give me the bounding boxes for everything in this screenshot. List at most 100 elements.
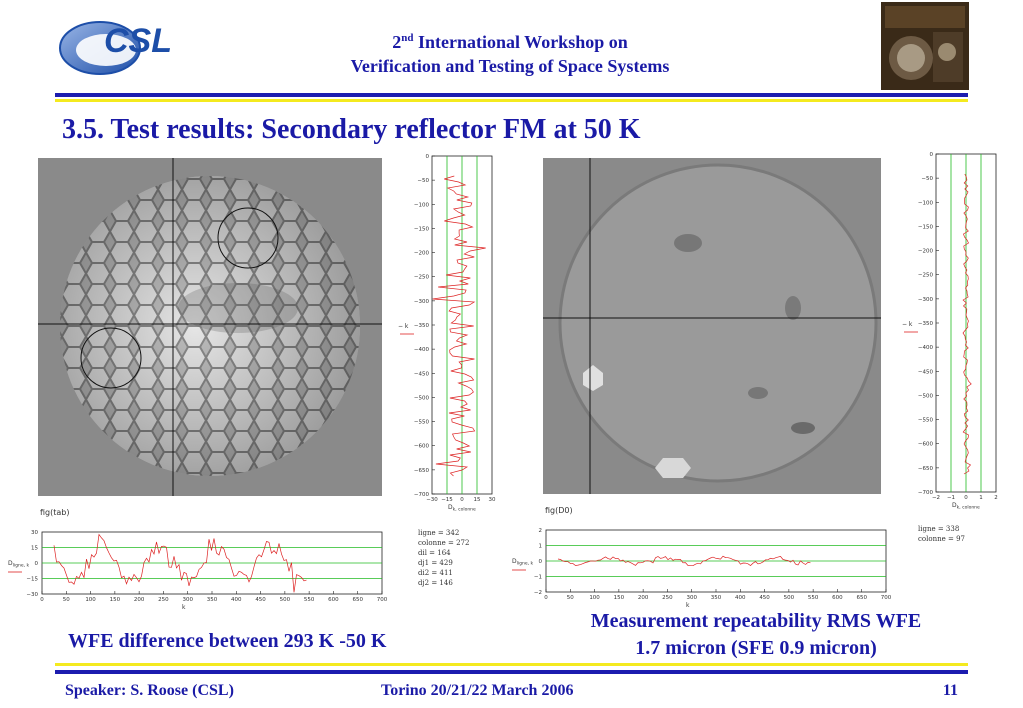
y-tick-label: −2 <box>534 590 542 596</box>
y-tick-label: −100 <box>918 200 934 206</box>
footer-rule-blue <box>55 670 968 674</box>
x-tick-label: 650 <box>352 597 363 603</box>
header-line1: International Workshop on <box>413 32 628 52</box>
y-tick-label: −400 <box>414 347 430 353</box>
x-tick-label: 500 <box>784 595 795 601</box>
y-tick-label: −600 <box>918 442 934 448</box>
y-tick-label: 15 <box>31 546 38 552</box>
header-line2: Verification and Testing of Space System… <box>350 56 670 76</box>
x-tick-label: 550 <box>304 597 315 603</box>
left-stat-row: dj2 = 146 <box>418 579 453 587</box>
right-column-profile-plot: 0 −50 −100 −150 −200 −250 −300 −350 −400 −450 −500… <box>902 152 998 511</box>
footer-speaker: Speaker: S. Roose (CSL) <box>65 682 234 699</box>
y-tick-label: −1 <box>534 575 542 581</box>
x-tick-label: 150 <box>614 595 625 601</box>
y-axis-label-sub: ligne, k <box>13 563 30 569</box>
x-tick-label: 30 <box>489 497 496 503</box>
header-num: 2 <box>392 32 402 52</box>
x-tick-label: 50 <box>567 595 574 601</box>
left-stats: ligne = 342 colonne = 272 dil = 164 dj1 … <box>418 528 469 588</box>
x-tick-label: 1 <box>979 495 983 501</box>
x-axis-label-sub: k, colonne <box>957 505 980 511</box>
x-tick-label: 300 <box>182 597 193 603</box>
x-tick-label: 400 <box>735 595 746 601</box>
right-stat-row: ligne = 338 <box>918 525 960 533</box>
y-tick-label: −550 <box>918 418 934 424</box>
left-column-profile-plot: 0−50−100−150−200−250−300−350−400−450−500… <box>398 154 496 513</box>
y-tick-label: −100 <box>414 202 430 208</box>
y-tick-label: −650 <box>414 468 430 474</box>
profile-trace <box>432 175 486 477</box>
y-tick-label: −700 <box>918 490 934 496</box>
left-stat-row: dil = 164 <box>418 549 451 557</box>
x-tick-label: 650 <box>856 595 867 601</box>
left-stat-row: ligne = 342 <box>418 529 460 537</box>
footer-rule-yellow <box>55 663 968 666</box>
y-tick-label: 30 <box>31 530 38 536</box>
left-stat-row: dj1 = 429 <box>418 559 453 567</box>
header-rule-yellow <box>55 99 968 102</box>
y-tick-label: −250 <box>414 275 430 281</box>
x-tick-label: 400 <box>231 597 242 603</box>
x-tick-label: 150 <box>110 597 121 603</box>
x-tick-label: 600 <box>832 595 843 601</box>
x-tick-label: 2 <box>994 495 998 501</box>
x-tick-label: 550 <box>808 595 819 601</box>
y-tick-label: 0 <box>930 152 934 158</box>
y-tick-label: −350 <box>918 321 934 327</box>
workshop-poster-image <box>881 2 969 90</box>
y-tick-label: −150 <box>414 226 430 232</box>
x-tick-label: −1 <box>947 495 955 501</box>
x-axis-label: k <box>686 602 690 608</box>
y-tick-label: −450 <box>918 369 934 375</box>
y-tick-label: −30 <box>26 592 38 598</box>
x-tick-label: 450 <box>255 597 266 603</box>
x-tick-label: 200 <box>638 595 649 601</box>
x-tick-label: −30 <box>426 497 438 503</box>
y-tick-label: −150 <box>918 224 934 230</box>
slide-footer: Speaker: S. Roose (CSL) Torino 20/21/22 … <box>65 682 958 702</box>
x-tick-label: −15 <box>441 497 453 503</box>
y-tick-label: 2 <box>539 528 543 534</box>
y-tick-label: −50 <box>921 176 933 182</box>
y-tick-label: 0 <box>426 154 430 160</box>
x-tick-label: 450 <box>759 595 770 601</box>
y-tick-label: −650 <box>918 466 934 472</box>
y-tick-label: 0 <box>539 559 543 565</box>
y-tick-label: −200 <box>918 249 934 255</box>
y-tick-label: −500 <box>918 393 934 399</box>
x-tick-label: 15 <box>474 497 481 503</box>
y-axis-label: − k <box>902 321 913 328</box>
caption-wfe-difference: WFE difference between 293 K -50 K <box>68 630 387 652</box>
y-tick-label: −200 <box>414 251 430 257</box>
x-tick-label: 600 <box>328 597 339 603</box>
honeycomb-wfe-map <box>38 158 382 496</box>
x-tick-label: 0 <box>964 495 968 501</box>
y-tick-label: −450 <box>414 371 430 377</box>
y-axis-label: Dligne, k <box>512 558 533 567</box>
left-fig-label: fig(tab) <box>40 508 70 517</box>
x-tick-label: 350 <box>711 595 722 601</box>
x-tick-label: 250 <box>158 597 169 603</box>
x-axis-label: Dk, colonne <box>448 504 476 513</box>
y-tick-label: 1 <box>539 544 543 550</box>
x-tick-label: 500 <box>280 597 291 603</box>
y-tick-label: −550 <box>414 420 430 426</box>
y-tick-label: 0 <box>35 561 39 567</box>
csl-logo: CSL <box>59 21 172 75</box>
workshop-header: 2nd International Workshop on Verificati… <box>300 26 720 78</box>
y-axis-label: Dligne, k <box>8 560 29 569</box>
x-axis-label-sub: k, colonne <box>453 507 476 513</box>
left-stat-row: colonne = 272 <box>418 539 470 547</box>
header-rule-blue <box>55 93 968 97</box>
x-tick-label: 0 <box>460 497 464 503</box>
y-tick-label: −700 <box>414 492 430 498</box>
y-axis-label: − k <box>398 323 409 330</box>
page-number: 11 <box>942 682 958 699</box>
x-tick-label: 0 <box>544 595 548 601</box>
x-tick-label: 100 <box>589 595 600 601</box>
x-axis-label: Dk, colonne <box>952 502 980 511</box>
header-sup: nd <box>401 32 414 44</box>
y-tick-label: −600 <box>414 444 430 450</box>
right-fig-label: fig(D0) <box>545 506 573 515</box>
